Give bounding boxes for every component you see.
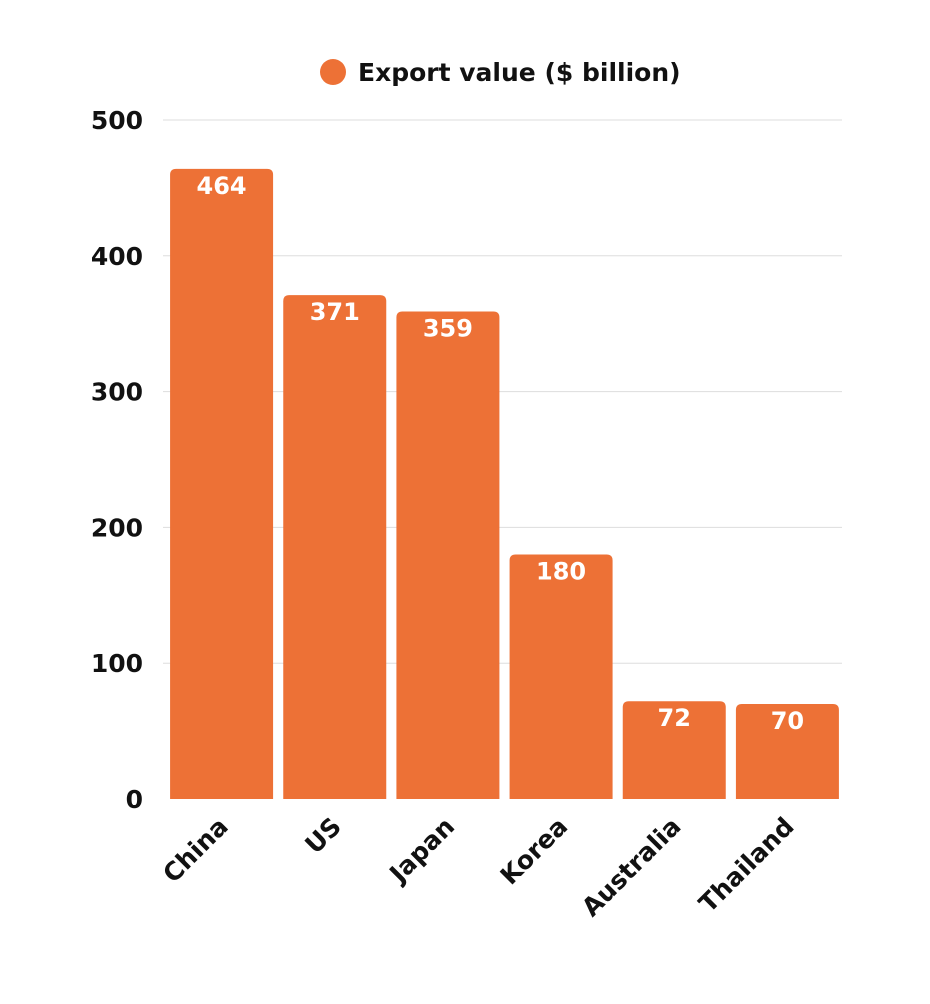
y-tick-label: 200 xyxy=(91,513,143,542)
data-label: 464 xyxy=(197,172,247,200)
bar-japan xyxy=(396,311,500,799)
data-label: 70 xyxy=(771,707,804,735)
data-label: 180 xyxy=(536,558,586,586)
data-label: 72 xyxy=(658,704,691,732)
bars xyxy=(170,168,839,799)
y-tick-label: 500 xyxy=(91,106,143,135)
data-label: 359 xyxy=(423,314,473,342)
x-tick-label: Australia xyxy=(576,812,686,922)
bar-korea xyxy=(509,554,613,799)
x-tick-label: Korea xyxy=(495,812,574,891)
y-tick-label: 0 xyxy=(126,785,143,814)
gridlines xyxy=(163,119,842,664)
bar-australia xyxy=(622,701,726,799)
legend-label: Export value ($ billion) xyxy=(358,58,681,87)
y-tick-label: 300 xyxy=(91,378,143,407)
bar-thailand xyxy=(735,703,839,799)
legend: Export value ($ billion) xyxy=(320,58,681,87)
y-axis: 0 100 200 300 400 500 xyxy=(91,106,143,814)
bar-us xyxy=(283,295,387,799)
data-label: 371 xyxy=(310,298,360,326)
data-labels: 464 371 359 180 72 70 xyxy=(197,172,805,735)
x-axis: China US Japan Korea Australia Thailand xyxy=(157,812,799,922)
x-tick-label: US xyxy=(299,812,347,860)
x-tick-label: Japan xyxy=(383,812,461,890)
bar-china xyxy=(170,168,274,799)
y-tick-label: 100 xyxy=(91,649,143,678)
x-tick-label: Thailand xyxy=(693,812,799,918)
x-tick-label: China xyxy=(157,812,234,889)
y-tick-label: 400 xyxy=(91,242,143,271)
legend-marker xyxy=(320,59,346,85)
